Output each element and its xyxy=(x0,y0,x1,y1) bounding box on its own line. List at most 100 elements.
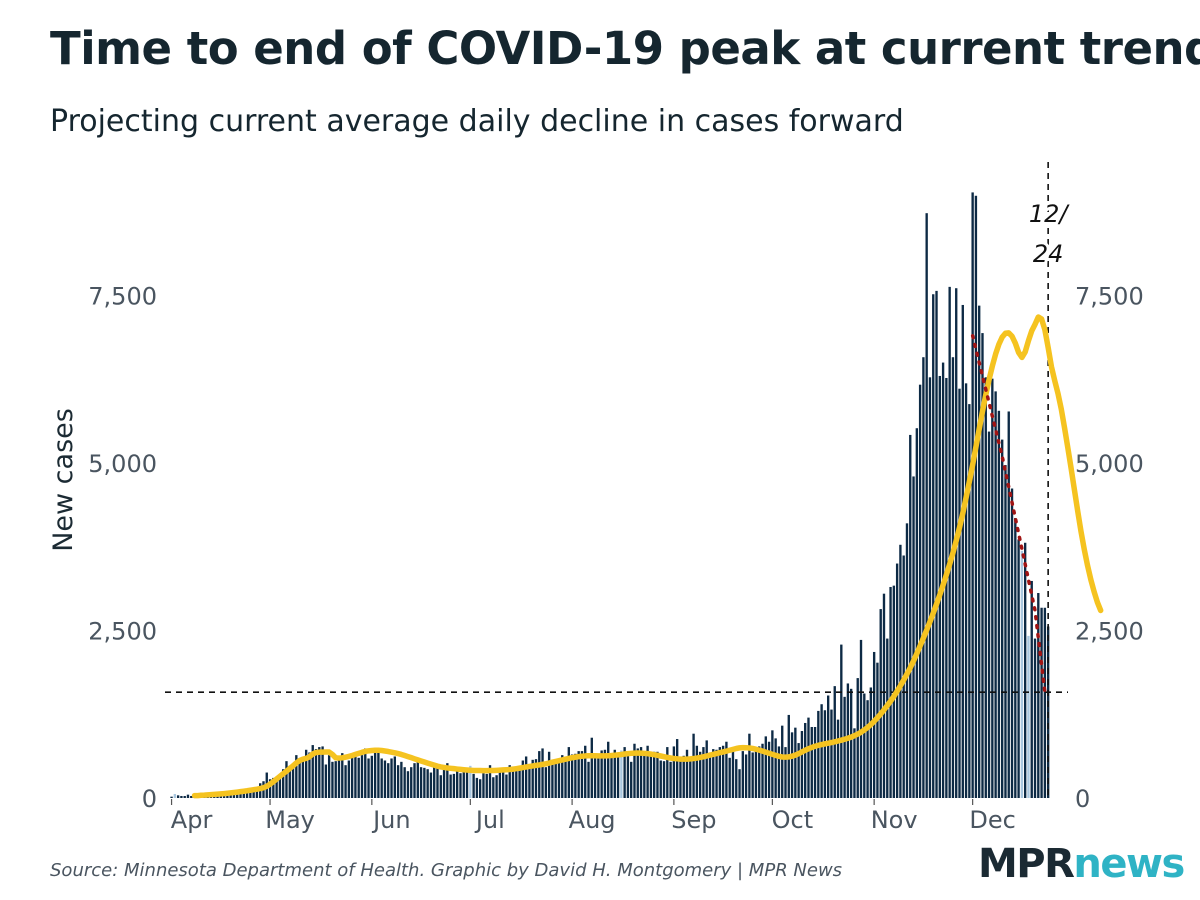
x-tick-label: Jul xyxy=(474,806,505,834)
daily-cases-bar xyxy=(538,751,541,798)
daily-cases-bar xyxy=(1010,488,1014,798)
daily-cases-bar xyxy=(416,759,419,798)
daily-cases-bar xyxy=(561,755,564,798)
daily-cases-bar xyxy=(781,725,784,798)
x-tick-label: Sep xyxy=(671,806,716,834)
daily-cases-bar xyxy=(662,761,666,798)
daily-cases-bar xyxy=(173,793,177,798)
daily-cases-bar xyxy=(761,743,764,798)
daily-cases-bar xyxy=(945,377,948,798)
daily-cases-bar xyxy=(505,774,508,798)
daily-cases-bar xyxy=(859,639,863,798)
daily-cases-bar xyxy=(364,748,367,798)
daily-cases-bar xyxy=(889,586,892,798)
daily-cases-bar xyxy=(327,755,331,798)
chart-title: Time to end of COVID-19 peak at current … xyxy=(50,22,1200,75)
daily-cases-bar xyxy=(380,758,383,798)
daily-cases-bar xyxy=(1040,607,1043,798)
daily-cases-bar xyxy=(918,384,922,798)
daily-cases-bar xyxy=(459,773,462,798)
daily-cases-bar xyxy=(387,763,390,798)
daily-cases-bar xyxy=(436,765,439,798)
daily-cases-bar xyxy=(492,777,495,798)
daily-cases-bar xyxy=(291,763,295,798)
daily-cases-bar xyxy=(534,759,538,798)
daily-cases-bar xyxy=(738,769,741,798)
daily-cases-bar xyxy=(639,747,643,798)
daily-cases-bar xyxy=(804,722,807,798)
daily-cases-bar xyxy=(1037,593,1040,798)
daily-cases-bar xyxy=(531,759,534,798)
daily-cases-bar xyxy=(485,773,488,798)
daily-cases-bar xyxy=(935,290,938,798)
daily-cases-bar xyxy=(304,749,308,798)
y-tick-label-right: 2,500 xyxy=(1075,618,1144,646)
daily-cases-bar xyxy=(590,737,593,798)
daily-cases-bar xyxy=(613,749,616,798)
daily-cases-bar xyxy=(541,748,544,798)
daily-cases-bar xyxy=(636,748,639,798)
daily-cases-bar xyxy=(456,769,459,798)
daily-cases-bar xyxy=(620,750,623,798)
daily-cases-bar xyxy=(557,759,561,798)
daily-cases-bar xyxy=(800,731,804,798)
daily-cases-bar xyxy=(702,747,705,798)
daily-cases-bar xyxy=(886,638,889,798)
daily-cases-bar xyxy=(170,796,173,798)
daily-cases-bar xyxy=(725,741,728,798)
daily-cases-bar xyxy=(849,688,853,798)
daily-cases-bar xyxy=(180,795,183,798)
daily-cases-bar xyxy=(731,750,735,798)
daily-cases-bar xyxy=(682,755,685,798)
x-tick-label: Oct xyxy=(772,806,814,834)
daily-cases-bar xyxy=(1020,550,1024,798)
daily-cases-bar xyxy=(295,755,298,798)
daily-cases-bar xyxy=(817,710,820,798)
daily-cases-bar xyxy=(744,754,748,798)
daily-cases-bar xyxy=(653,751,656,798)
y-axis-left: 0 2,500 5,000 7,500 xyxy=(88,283,157,813)
daily-cases-bar xyxy=(551,763,554,798)
x-tick-label: Dec xyxy=(969,806,1015,834)
daily-cases-bar xyxy=(524,756,528,798)
daily-cases-bar xyxy=(462,770,465,798)
daily-cases-bar xyxy=(403,767,406,798)
daily-cases-bar xyxy=(1001,439,1004,798)
daily-cases-bar xyxy=(344,765,347,798)
daily-cases-bar xyxy=(679,760,682,798)
daily-cases-bar xyxy=(373,752,377,798)
daily-cases-bar xyxy=(820,704,823,798)
daily-cases-bar xyxy=(390,758,393,798)
daily-cases-bar xyxy=(580,751,584,798)
y-tick-label-right: 7,500 xyxy=(1075,283,1144,311)
daily-cases-bar xyxy=(176,795,180,798)
daily-cases-bar xyxy=(790,732,794,798)
projection-line xyxy=(970,334,1047,694)
daily-cases-bar xyxy=(964,383,968,798)
x-tick-label: Apr xyxy=(171,806,213,834)
daily-cases-bar xyxy=(377,751,380,798)
daily-cases-bar xyxy=(692,733,695,798)
daily-cases-bar xyxy=(741,751,744,798)
daily-cases-bar xyxy=(597,755,600,798)
daily-cases-bar xyxy=(357,757,360,798)
daily-cases-bar xyxy=(649,755,653,798)
daily-cases-bar xyxy=(771,730,774,798)
daily-cases-bar xyxy=(298,760,301,798)
daily-cases-bar xyxy=(643,755,646,798)
daily-cases-bar xyxy=(915,428,919,798)
daily-cases-bar xyxy=(823,710,827,798)
daily-cases-bar xyxy=(567,747,570,798)
daily-cases-bar xyxy=(1027,635,1030,798)
daily-cases-bar xyxy=(981,333,984,798)
x-tick-label: Aug xyxy=(569,806,616,834)
daily-cases-bar xyxy=(449,774,452,798)
mpr-news-logo: MPRnews xyxy=(978,844,1185,884)
daily-cases-bar xyxy=(587,761,590,798)
daily-cases-bar xyxy=(337,755,341,798)
daily-cases-bar xyxy=(712,749,715,798)
daily-cases-bar xyxy=(718,747,722,798)
daily-cases-bar xyxy=(475,777,479,798)
y-tick-label-left: 7,500 xyxy=(88,283,157,311)
